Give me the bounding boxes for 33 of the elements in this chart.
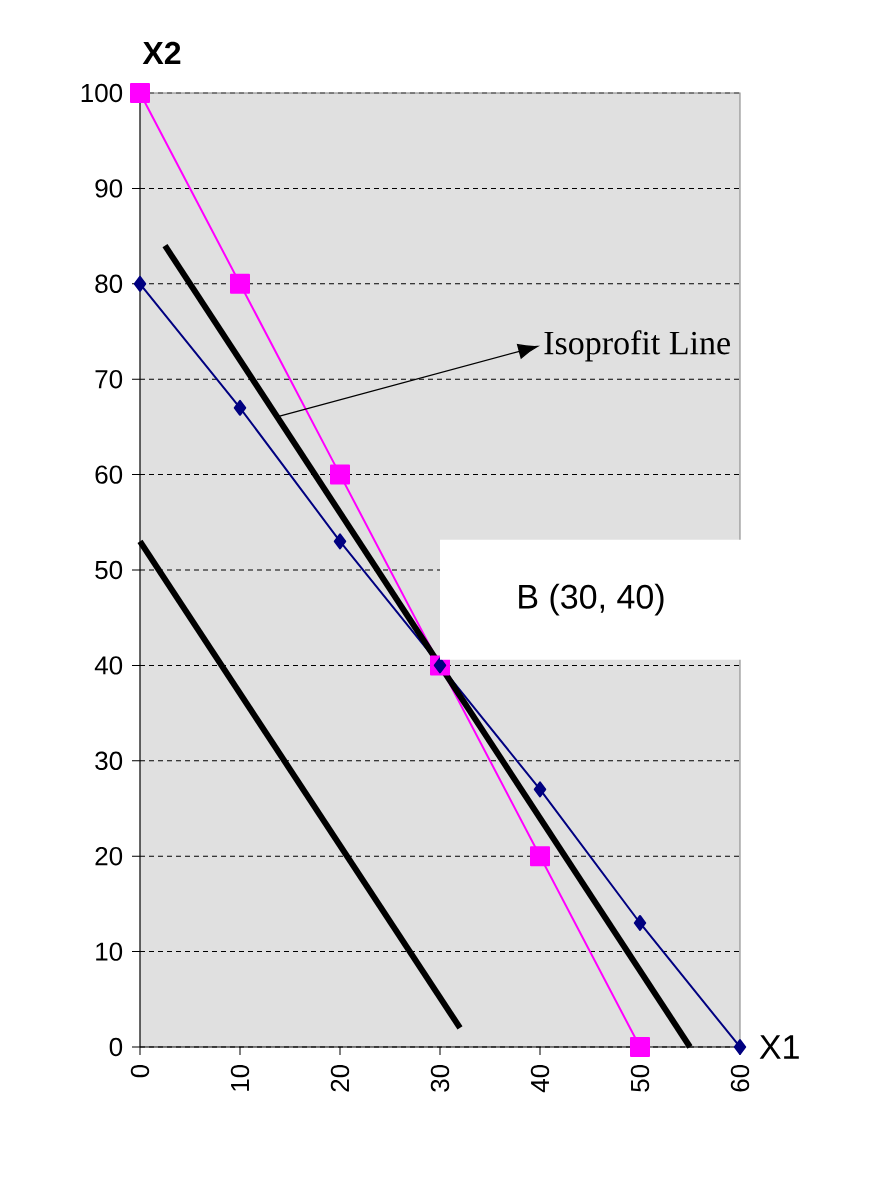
y-tick-label: 100 — [81, 83, 123, 103]
x-axis-title: X1 — [759, 1035, 799, 1059]
y-tick-label: 20 — [95, 846, 123, 866]
y-tick-label: 80 — [95, 274, 123, 293]
y-tick-label: 0 — [109, 1037, 123, 1057]
annotation: Isoprofit Line — [544, 330, 730, 362]
x-tick-label: 50 — [630, 1064, 650, 1092]
x-tick-label: 40 — [530, 1064, 550, 1093]
x-tick-label: 10 — [230, 1064, 250, 1091]
y-axis-title: X2 — [142, 41, 181, 65]
point — [533, 781, 547, 798]
x-tick-label: 60 — [730, 1064, 750, 1092]
x-tick-label: 20 — [330, 1064, 350, 1092]
point — [633, 914, 647, 931]
point — [330, 464, 350, 485]
y-tick-label: 60 — [95, 465, 123, 484]
point — [130, 82, 150, 103]
point — [233, 399, 247, 416]
y-tick-label: 50 — [95, 560, 123, 580]
y-tick-label: 40 — [94, 656, 123, 675]
y-tick-label: 30 — [95, 751, 123, 770]
x-tick-label: 0 — [130, 1064, 150, 1078]
point — [733, 1038, 747, 1055]
point — [133, 275, 147, 292]
point — [630, 1036, 650, 1057]
y-tick-label: 70 — [95, 369, 123, 389]
y-tick-label: 90 — [95, 179, 123, 198]
point — [333, 533, 347, 550]
y-tick-label: 10 — [96, 942, 123, 961]
x-tick-label: 30 — [430, 1064, 450, 1092]
point — [230, 273, 250, 294]
point — [530, 846, 551, 867]
annotation: B (30, 40) — [519, 583, 664, 616]
